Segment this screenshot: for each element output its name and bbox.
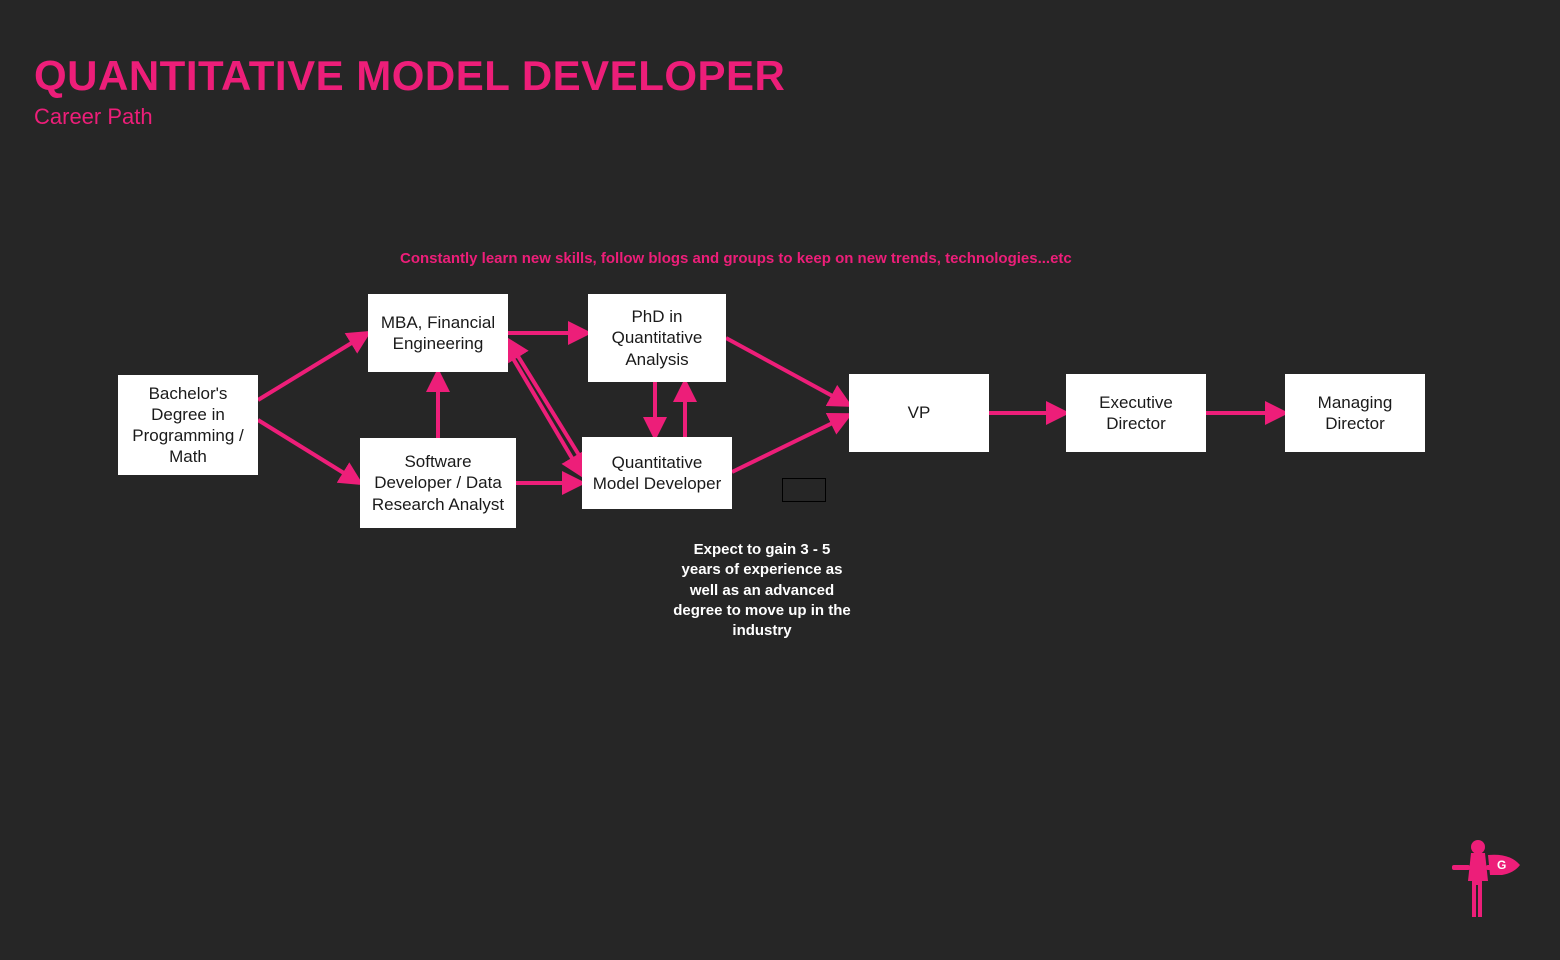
edge-bachelor-to-software xyxy=(258,420,360,483)
brand-logo: G xyxy=(1432,835,1524,930)
edge-phd-to-vp xyxy=(726,338,849,405)
edge-bachelor-to-mba xyxy=(258,333,368,400)
edge-quant-to-mba xyxy=(508,340,582,460)
flow-node-phd: PhD inQuantitativeAnalysis xyxy=(588,294,726,382)
page-title: QUANTITATIVE MODEL DEVELOPER xyxy=(34,52,785,100)
flow-arrows xyxy=(0,0,1560,960)
flow-node-exec: ExecutiveDirector xyxy=(1066,374,1206,452)
flow-node-software: SoftwareDeveloper / DataResearch Analyst xyxy=(360,438,516,528)
edge-mba-to-quant xyxy=(508,350,582,475)
flow-node-bachelor: Bachelor'sDegree inProgramming /Math xyxy=(118,375,258,475)
flow-node-vp: VP xyxy=(849,374,989,452)
logo-letter: G xyxy=(1497,858,1506,872)
bottom-note: Expect to gain 3 - 5 years of experience… xyxy=(672,540,852,641)
edge-quant-to-vp xyxy=(732,415,849,472)
flow-node-md: ManagingDirector xyxy=(1285,374,1425,452)
flow-node-quant: QuantitativeModel Developer xyxy=(582,437,732,509)
page-subtitle: Career Path xyxy=(34,104,153,130)
decorative-box xyxy=(782,478,826,502)
flow-node-mba: MBA, FinancialEngineering xyxy=(368,294,508,372)
top-note: Constantly learn new skills, follow blog… xyxy=(400,250,1072,267)
